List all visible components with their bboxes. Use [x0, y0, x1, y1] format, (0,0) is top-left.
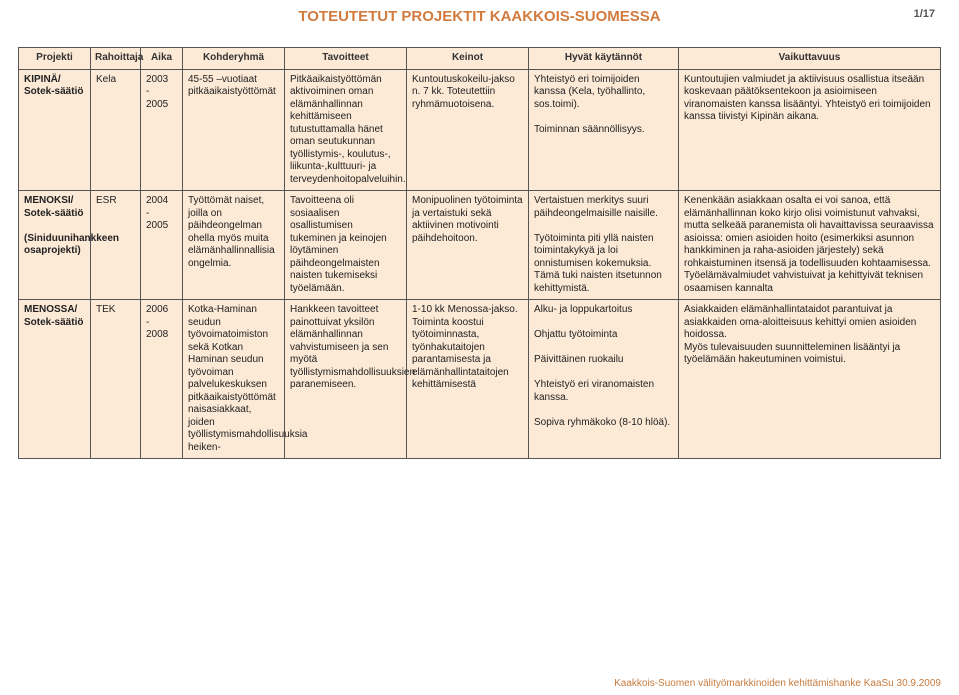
title-text: TOTEUTETUT PROJEKTIT KAAKKOIS-SUOMESSA: [298, 8, 660, 25]
col-keinot: Keinot: [407, 48, 529, 70]
cell-rahoittaja: ESR: [91, 191, 141, 300]
table-row: KIPINÄ/ Sotek-säätiö Kela 2003 - 2005 45…: [19, 69, 941, 191]
col-kohderyhma: Kohderyhmä: [183, 48, 285, 70]
cell-hyvat: Yhteistyö eri toimijoiden kanssa (Kela, …: [529, 69, 679, 191]
cell-vaikuttavuus: Kenenkään asiakkaan osalta ei voi sanoa,…: [679, 191, 941, 300]
cell-keinot: 1-10 kk Menossa-jakso. Toiminta koostui …: [407, 300, 529, 459]
projects-table: Projekti Rahoittaja Aika Kohderyhmä Tavo…: [18, 47, 941, 459]
cell-keinot: Kuntoutuskokeilu-jakso n. 7 kk. Toteutet…: [407, 69, 529, 191]
page-title: TOTEUTETUT PROJEKTIT KAAKKOIS-SUOMESSA 1…: [0, 0, 959, 29]
cell-projekti: MENOSSA/ Sotek-säätiö: [19, 300, 91, 459]
col-rahoittaja: Rahoittaja: [91, 48, 141, 70]
cell-hyvat: Alku- ja loppukartoitus Ohjattu työtoimi…: [529, 300, 679, 459]
cell-rahoittaja: TEK: [91, 300, 141, 459]
cell-hyvat: Vertaistuen merkitys suuri päihdeongelma…: [529, 191, 679, 300]
page-number: 1/17: [914, 8, 935, 20]
cell-projekti: MENOKSI/ Sotek-säätiö (Siniduunihankkeen…: [19, 191, 91, 300]
footer: Kaakkois-Suomen välityömarkkinoiden kehi…: [614, 678, 941, 689]
cell-kohderyhma: 45-55 –vuotiaat pitkäaikaistyöttömät: [183, 69, 285, 191]
cell-tavoitteet: Tavoitteena oli sosiaalisen osallistumis…: [285, 191, 407, 300]
col-aika: Aika: [141, 48, 183, 70]
cell-rahoittaja: Kela: [91, 69, 141, 191]
cell-keinot: Monipuolinen työtoiminta ja vertaistuki …: [407, 191, 529, 300]
col-projekti: Projekti: [19, 48, 91, 70]
cell-vaikuttavuus: Kuntoutujien valmiudet ja aktiivisuus os…: [679, 69, 941, 191]
col-hyvat: Hyvät käytännöt: [529, 48, 679, 70]
cell-projekti: KIPINÄ/ Sotek-säätiö: [19, 69, 91, 191]
col-vaikuttavuus: Vaikuttavuus: [679, 48, 941, 70]
cell-kohderyhma: Kotka-Haminan seudun työvoimatoimiston s…: [183, 300, 285, 459]
cell-kohderyhma: Työttömät naiset, joilla on päihdeongelm…: [183, 191, 285, 300]
table-header-row: Projekti Rahoittaja Aika Kohderyhmä Tavo…: [19, 48, 941, 70]
col-tavoitteet: Tavoitteet: [285, 48, 407, 70]
table-row: MENOSSA/ Sotek-säätiö TEK 2006 - 2008 Ko…: [19, 300, 941, 459]
cell-aika: 2004 - 2005: [141, 191, 183, 300]
cell-aika: 2006 - 2008: [141, 300, 183, 459]
cell-tavoitteet: Pitkäaikaistyöttömän aktivoiminen oman e…: [285, 69, 407, 191]
table-row: MENOKSI/ Sotek-säätiö (Siniduunihankkeen…: [19, 191, 941, 300]
table-container: Projekti Rahoittaja Aika Kohderyhmä Tavo…: [0, 29, 959, 459]
cell-aika: 2003 - 2005: [141, 69, 183, 191]
cell-vaikuttavuus: Asiakkaiden elämänhallintataidot parantu…: [679, 300, 941, 459]
